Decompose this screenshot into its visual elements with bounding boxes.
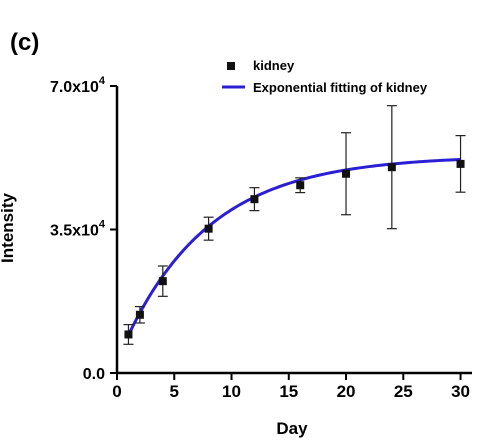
data-point-kidney xyxy=(296,181,305,190)
x-tick-label: 0 xyxy=(112,382,121,401)
legend-marker-kidney xyxy=(227,62,235,70)
x-tick-label: 20 xyxy=(337,382,356,401)
x-axis-label: Day xyxy=(276,419,308,438)
x-tick-label: 25 xyxy=(394,382,413,401)
x-tick-label: 5 xyxy=(170,382,179,401)
y-tick-label: 7.0x104 xyxy=(50,75,106,96)
x-tick-label: 10 xyxy=(222,382,241,401)
x-tick-label: 30 xyxy=(451,382,470,401)
data-point-kidney xyxy=(456,159,465,168)
data-point-kidney xyxy=(250,195,259,204)
data-point-kidney xyxy=(124,330,133,339)
fit-curve xyxy=(127,157,461,336)
panel-label: (c) xyxy=(10,29,39,56)
data-point-kidney xyxy=(135,310,144,319)
y-tick-label: 0.0 xyxy=(83,366,105,383)
x-tick-label: 15 xyxy=(279,382,298,401)
legend: kidney Exponential fitting of kidney xyxy=(222,58,428,95)
legend-label-kidney: kidney xyxy=(253,58,295,73)
y-axis-label: Intensity xyxy=(0,193,17,263)
y-tick-label: 3.5x104 xyxy=(50,219,106,240)
data-point-kidney xyxy=(204,224,213,233)
data-point-kidney xyxy=(158,277,167,286)
plot-area: 0 5 10 15 20 25 30 0.0 3.5x104 7.0x104 xyxy=(50,75,472,401)
data-point-kidney xyxy=(387,163,396,172)
legend-label-fit: Exponential fitting of kidney xyxy=(253,80,428,95)
data-point-kidney xyxy=(342,169,351,178)
